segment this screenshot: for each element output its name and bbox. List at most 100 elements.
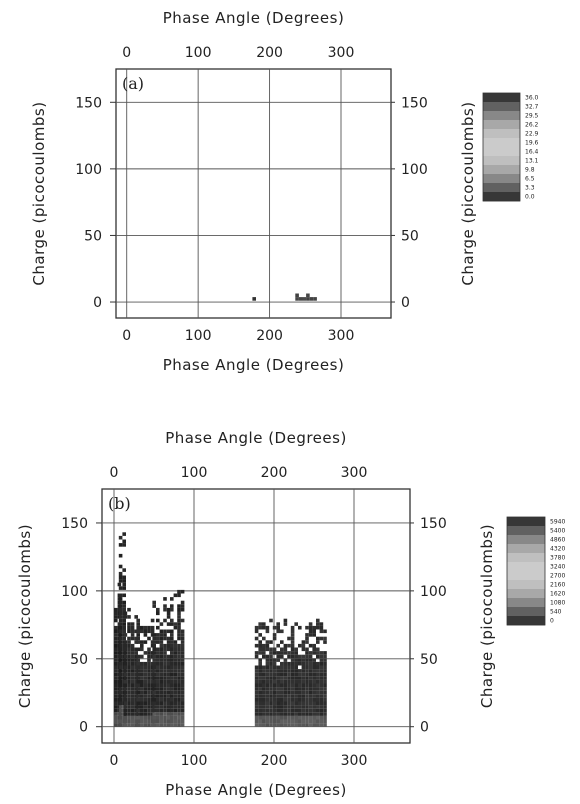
heat-cell	[127, 683, 131, 688]
heat-cell	[156, 697, 160, 702]
heat-cell	[166, 654, 171, 659]
heat-cell	[177, 651, 181, 655]
heat-cell	[118, 629, 123, 634]
heat-cell	[173, 683, 178, 688]
heat-cell	[114, 676, 118, 680]
heat-cell	[123, 658, 128, 662]
heat-cell	[262, 643, 266, 648]
heat-cell	[156, 690, 160, 695]
heat-cell	[143, 701, 148, 706]
heat-cell	[130, 694, 135, 698]
heat-cell	[283, 676, 288, 680]
heat-cell	[122, 600, 126, 605]
heat-cell	[147, 647, 151, 652]
heat-cell	[265, 712, 270, 716]
heat-cell	[308, 629, 313, 634]
heat-cell	[272, 712, 277, 716]
y-tick-label-right: 50	[420, 652, 438, 668]
heat-cell	[294, 651, 298, 655]
heat-cell	[152, 712, 156, 716]
heat-cell	[301, 672, 306, 677]
heat-cell	[123, 665, 128, 670]
heat-cell	[166, 643, 171, 648]
heat-cell	[127, 701, 131, 706]
heat-cell	[156, 611, 160, 616]
heat-cell	[301, 643, 306, 648]
heat-cell	[312, 683, 316, 688]
heat-cell	[280, 697, 284, 702]
heat-cell	[114, 636, 118, 641]
heat-cell	[134, 705, 138, 709]
heat-cell	[143, 676, 148, 680]
heat-cell	[177, 712, 181, 716]
heat-cell	[312, 694, 316, 698]
heat-cell	[140, 640, 144, 644]
heat-cell	[156, 618, 160, 623]
heat-cell	[287, 683, 291, 688]
colorbar-band	[483, 165, 520, 175]
heat-cell	[177, 604, 181, 608]
y-tick-label-left: 150	[61, 516, 88, 532]
heat-cell	[298, 661, 302, 666]
heat-cell	[262, 669, 266, 673]
heat-cell	[118, 640, 123, 644]
heat-cell	[301, 654, 306, 659]
plot-frame	[115, 68, 392, 319]
heat-cell	[123, 640, 128, 644]
heat-cell	[276, 715, 280, 720]
heat-cell	[290, 683, 295, 688]
heat-cell	[180, 676, 185, 680]
heat-cell	[159, 651, 164, 655]
heat-cell	[147, 672, 151, 677]
heat-cell	[287, 672, 291, 677]
heat-cell	[177, 715, 181, 720]
heat-cell	[118, 679, 123, 684]
heat-cell	[262, 676, 266, 680]
heat-cell	[159, 705, 164, 709]
heat-cell	[166, 615, 171, 619]
heat-cell	[323, 658, 327, 662]
colorbar-tick-label: 5400	[550, 528, 565, 535]
heat-cell	[280, 651, 284, 655]
heat-cell	[294, 647, 298, 652]
heat-cell	[134, 658, 138, 662]
heat-cell	[319, 694, 324, 698]
heat-cell	[136, 654, 140, 659]
heat-cell	[316, 697, 320, 702]
heat-cell	[114, 618, 118, 623]
heat-cell	[152, 672, 156, 677]
heat-cell	[177, 665, 181, 670]
heat-cell	[316, 715, 320, 720]
heat-cell	[316, 679, 320, 684]
heat-cell	[122, 636, 126, 641]
heat-cell	[312, 719, 316, 724]
heat-cell	[276, 701, 280, 706]
heat-cell	[262, 651, 266, 655]
heat-cell	[122, 593, 126, 598]
heat-cell	[118, 705, 123, 709]
heat-cell	[127, 661, 131, 666]
heat-cell	[136, 705, 140, 709]
colorbar-tick-label: 26.2	[525, 122, 539, 129]
heat-cell	[134, 665, 138, 670]
chart-panel-a: 0 0 100 100 200 200 300 300 0 0 50 50 100 100 150 150 Ph…	[30, 9, 539, 374]
heat-cell	[130, 705, 135, 709]
heat-cell	[118, 622, 123, 626]
heat-cell	[276, 625, 280, 630]
heat-cell	[170, 604, 174, 608]
heat-cell	[122, 568, 126, 572]
heat-cell	[301, 679, 306, 684]
colorbar-band	[507, 544, 545, 554]
heat-cell	[140, 694, 144, 698]
heat-cell	[254, 690, 259, 695]
colorbar-tick-label: 0.0	[525, 194, 535, 201]
heat-cell	[290, 654, 295, 659]
heat-cell	[287, 697, 291, 702]
heat-cell	[305, 687, 309, 691]
heat-cell	[254, 676, 259, 680]
heat-cell	[290, 672, 295, 677]
heat-cell	[305, 625, 309, 630]
heat-cell	[127, 647, 131, 652]
colorbar-band	[483, 111, 520, 121]
heat-cell	[180, 643, 185, 648]
